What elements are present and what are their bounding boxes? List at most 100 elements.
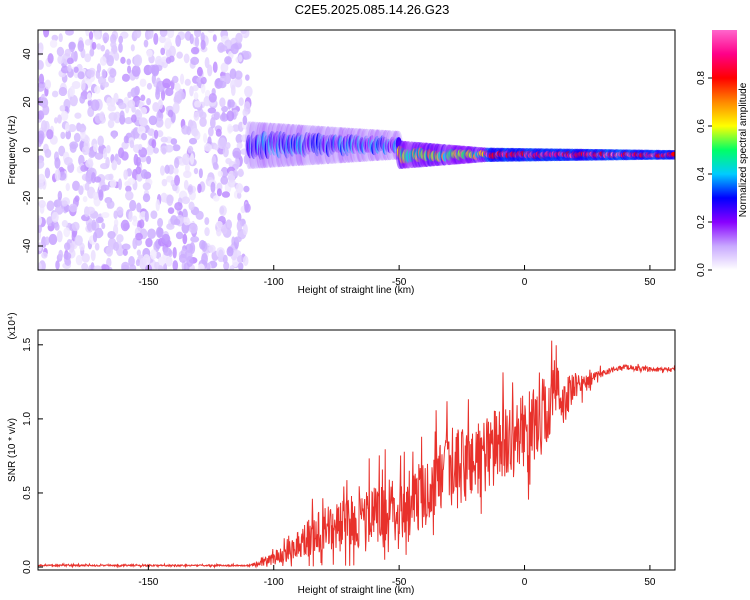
spectrogram-cell — [85, 159, 94, 168]
spectrogram-cell — [68, 41, 76, 50]
spectrogram-cell — [217, 249, 224, 261]
spectrogram-cell — [143, 39, 149, 48]
spectrogram-cell — [216, 228, 222, 237]
spectrogram-cell — [54, 157, 61, 169]
spectrogram-cell — [47, 53, 54, 64]
snr-y-multiplier: (x10⁴) — [7, 312, 18, 339]
spectrogram-cell — [133, 54, 143, 67]
spectrogram-cell — [187, 145, 194, 154]
spectrogram-cell — [92, 231, 98, 243]
spectrogram-cell — [81, 253, 90, 263]
spectrogram-cell — [212, 195, 220, 202]
spectrogram-cell — [238, 97, 244, 106]
spectrogram-cell — [174, 157, 180, 169]
spectrogram-cell — [43, 30, 50, 38]
spectrogram-cell — [173, 167, 179, 175]
spectrogram-cell — [162, 78, 172, 89]
spectrogram-cell — [58, 249, 64, 260]
spectrogram-cell — [121, 73, 130, 82]
spectrogram-cell — [204, 227, 210, 237]
snr-y-ticks: 0.0 0.5 1.0 1.5 — [22, 337, 43, 574]
spectrogram-cell — [106, 199, 111, 209]
spectrogram-cell — [83, 139, 90, 152]
spectrogram-cell — [64, 122, 70, 133]
spectrogram-cell — [152, 102, 160, 113]
spectrogram-cell — [74, 195, 80, 203]
spectrogram-cell — [155, 226, 163, 238]
spectrogram-cell — [57, 54, 64, 65]
spectrogram-cell — [91, 41, 97, 50]
spectrogram-cell — [129, 264, 137, 270]
spectrogram-cell — [58, 145, 66, 157]
colorbar-tick-label: 0.4 — [696, 167, 707, 181]
spectrogram-cell — [101, 211, 110, 219]
spectrogram-cell — [129, 199, 137, 212]
spectrogram-cell — [165, 49, 172, 58]
spectrogram-cell — [61, 200, 68, 207]
spectrogram-cell — [153, 33, 159, 45]
spectrogram-cell — [69, 85, 75, 97]
spectrogram-y-tick-label: 40 — [22, 48, 33, 60]
spectrogram-cell — [173, 218, 181, 226]
spectrogram-cell — [51, 90, 59, 98]
spectrogram-cell — [86, 69, 95, 78]
spectrogram-cell — [189, 153, 195, 165]
spectrogram-x-axis-label: Height of straight line (km) — [298, 285, 415, 296]
spectrogram-cell — [222, 254, 228, 264]
snr-x-tick-label: -150 — [138, 577, 158, 588]
spectrogram-cell — [188, 223, 198, 234]
spectrogram-cell — [166, 223, 175, 230]
spectrogram-cell — [145, 237, 153, 248]
spectrogram-cell — [38, 159, 45, 169]
colorbar-gradient — [712, 30, 737, 270]
spectrogram-cell — [90, 249, 96, 262]
spectrogram-cell — [41, 251, 48, 259]
spectrogram-cell — [138, 143, 143, 150]
spectrogram-cell — [193, 92, 199, 101]
spectrogram-cell — [110, 33, 117, 44]
colorbar-ticks: 0.0 0.2 0.4 0.6 0.8 — [696, 71, 712, 277]
spectrogram-cell — [79, 95, 86, 104]
spectrogram-cells — [38, 30, 675, 270]
spectrogram-cell — [63, 156, 73, 166]
spectrogram-cell — [172, 144, 181, 152]
colorbar: 0.0 0.2 0.4 0.6 0.8 Normalized spectral ampl… — [696, 30, 749, 277]
spectrogram-cell — [165, 87, 174, 97]
spectrogram-cell — [190, 46, 200, 55]
spectrogram-cell — [113, 52, 120, 61]
spectrogram-cell — [197, 183, 202, 194]
spectrogram-cell — [219, 205, 227, 217]
snr-frame — [37, 329, 676, 571]
spectrogram-cell — [219, 45, 228, 52]
spectrogram-cell — [164, 144, 174, 153]
spectrogram-cell — [69, 94, 78, 107]
spectrogram-cell — [244, 203, 251, 213]
spectrogram-cell — [144, 210, 149, 223]
spectrogram-cell — [174, 91, 183, 103]
spectrogram-cell — [94, 242, 100, 251]
spectrogram-cell — [84, 39, 91, 46]
spectrogram-cell — [64, 258, 72, 267]
spectrogram-cell — [38, 262, 42, 270]
spectrogram-cell — [56, 230, 63, 243]
spectrogram-cell — [122, 248, 128, 256]
spectrogram-cell — [98, 189, 104, 201]
spectrogram-cell — [127, 91, 132, 99]
spectrogram-cell — [63, 227, 71, 238]
spectrogram-cell — [97, 227, 103, 238]
spectrogram-cell — [53, 117, 59, 124]
spectrogram-cell — [110, 40, 117, 49]
spectrogram-cell — [226, 246, 234, 257]
spectrogram-cell — [194, 36, 200, 48]
spectrogram-cell — [44, 79, 52, 90]
spectrogram-cell — [237, 212, 242, 222]
spectrogram-cell — [182, 233, 188, 245]
spectrogram-cell — [238, 54, 243, 63]
spectrogram-cell — [214, 144, 219, 151]
spectrogram-cell — [220, 62, 229, 73]
spectrogram-cell — [73, 66, 79, 73]
spectrogram-cell — [100, 44, 106, 52]
spectrogram-cell — [58, 86, 68, 97]
spectrogram-cell — [172, 102, 180, 114]
